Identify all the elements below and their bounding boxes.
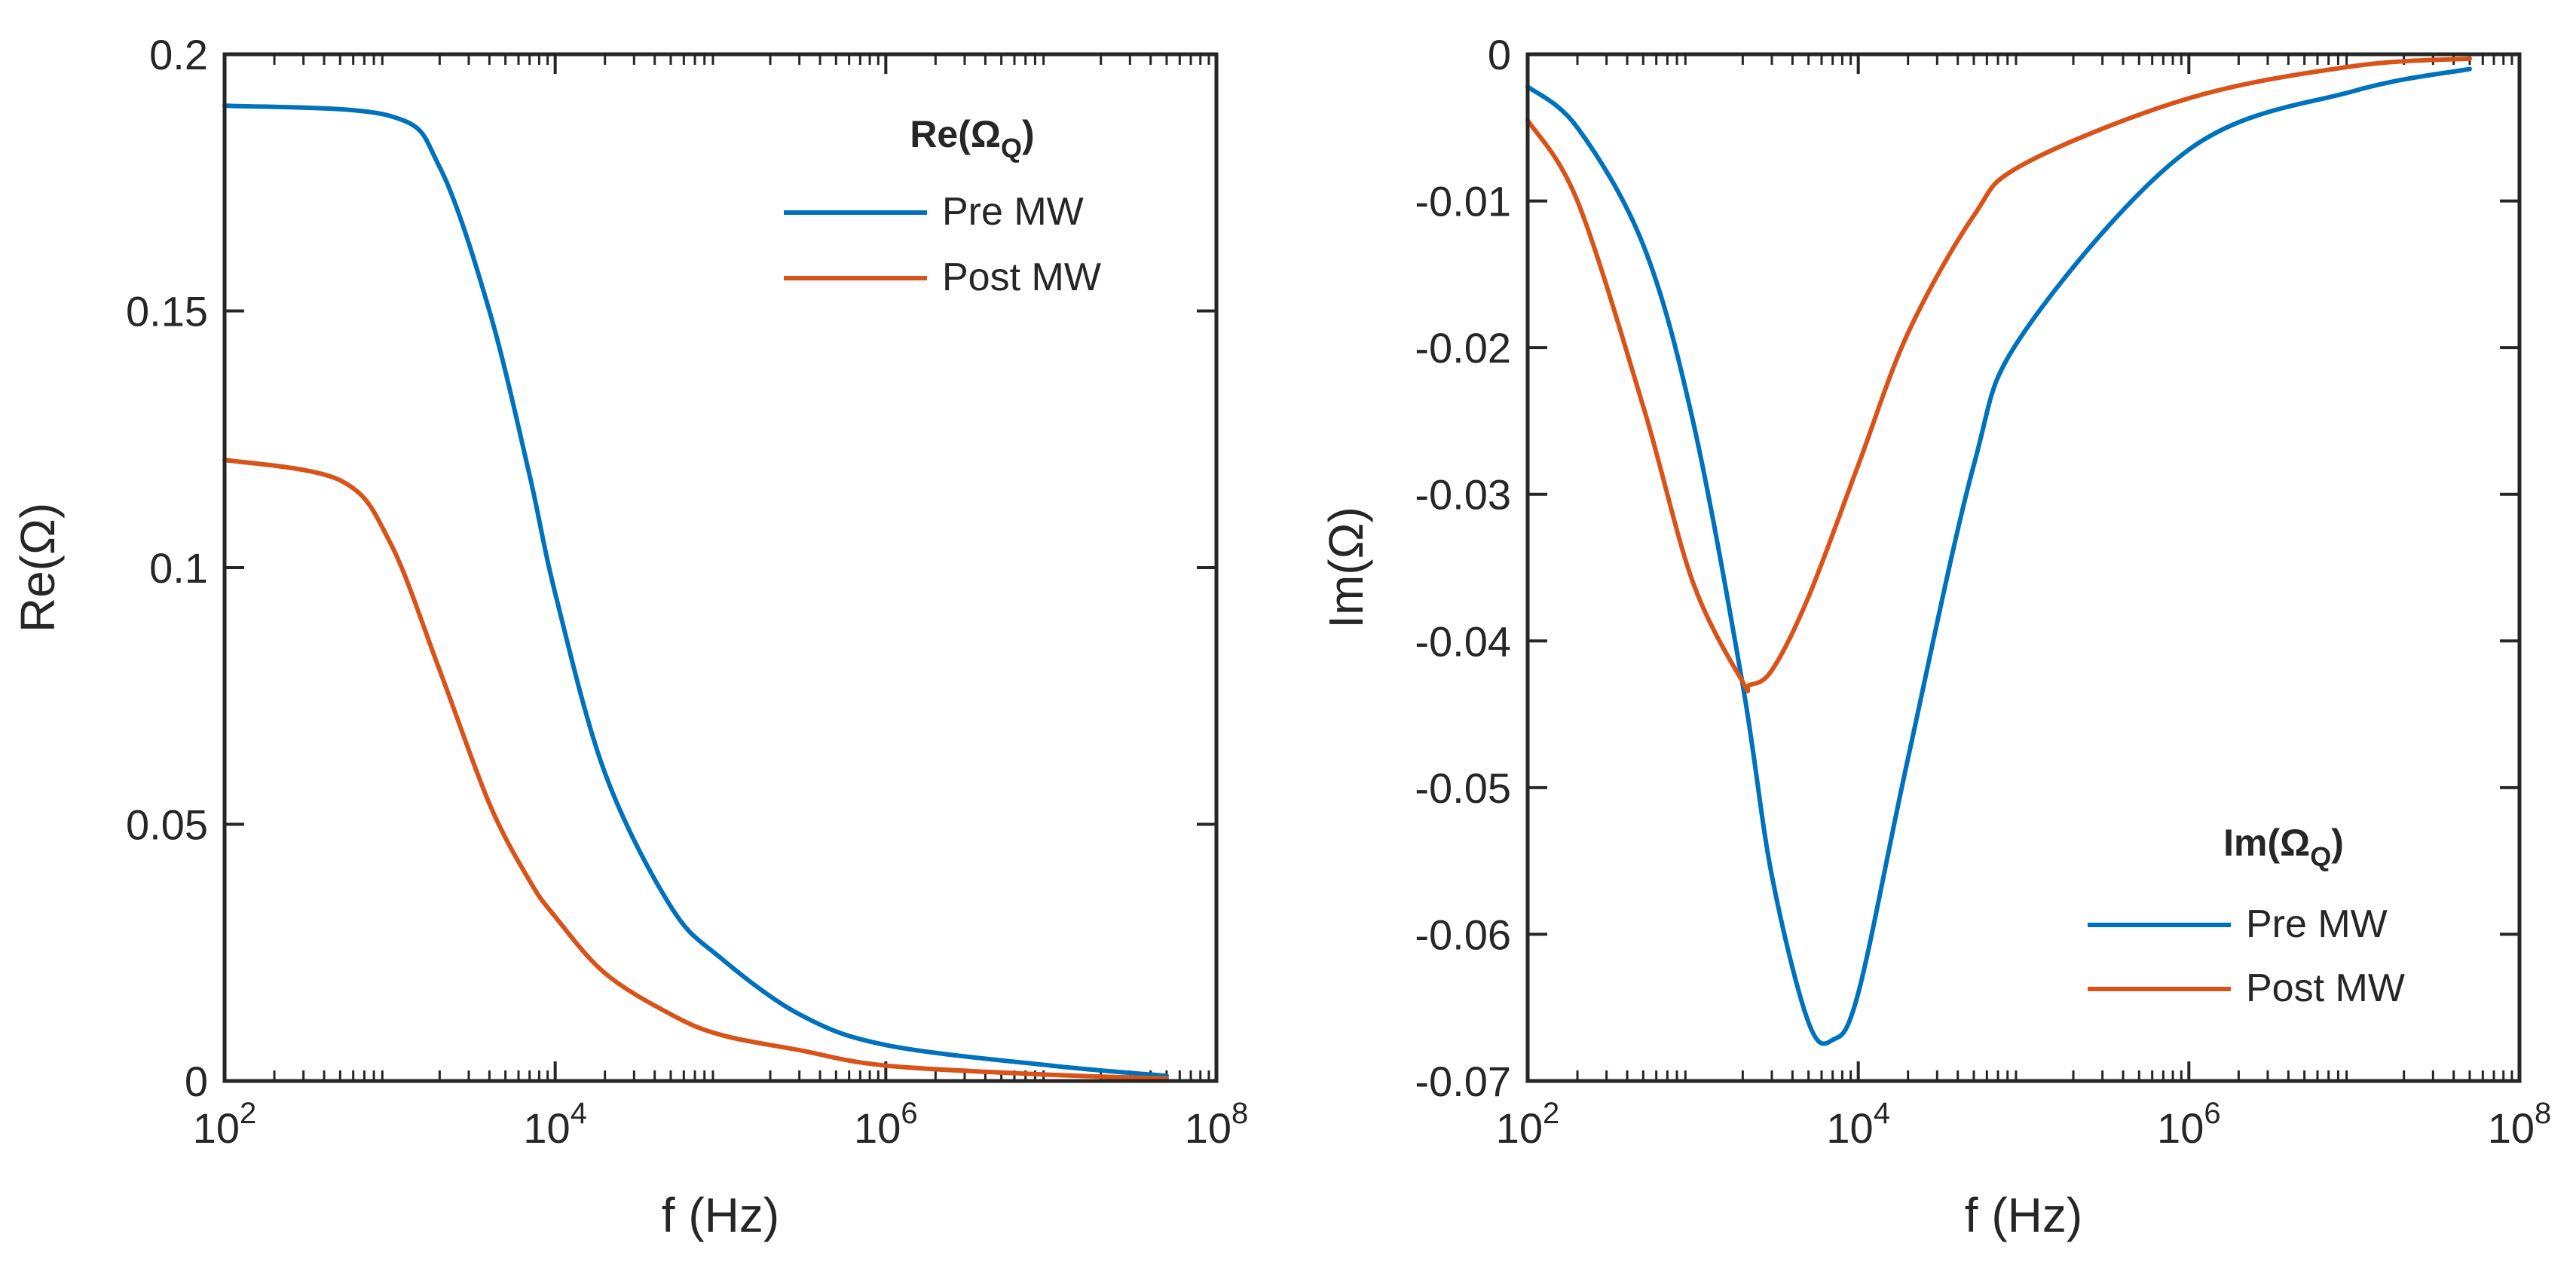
im-chart-xtick-label-base: 10	[2157, 1104, 2204, 1152]
im-chart-series-pre-mw	[1525, 66, 2472, 1046]
re-chart-xtick-label-exponent: 2	[240, 1097, 256, 1130]
re-chart-ytick-label-0p2: 0.2	[149, 31, 208, 78]
im-chart-xtick-label-exponent: 2	[1543, 1097, 1559, 1130]
re-chart-legend-entry-post: Post MW	[942, 256, 1101, 299]
re-chart-xtick-label-base: 10	[854, 1104, 901, 1152]
re-chart-ytick-label-0p15: 0.15	[126, 288, 208, 335]
im-chart-xtick-label-base: 10	[1496, 1104, 1543, 1152]
im-chart-xtick-labels: 102 104 106 108	[1496, 1097, 2552, 1152]
re-chart-ytick-label-0p1: 0.1	[149, 544, 208, 592]
im-chart-legend-entry-pre: Pre MW	[2246, 902, 2388, 946]
re-chart-xtick-label-exponent: 8	[1231, 1097, 1248, 1130]
re-chart-xtick-label-base: 10	[193, 1104, 240, 1152]
im-chart-ytick-labels: -0.07 -0.06 -0.05 -0.04 -0.03 -0.02 -0.01 0	[1415, 31, 1511, 1105]
re-chart-legend-title-subscript: Q	[1001, 133, 1022, 164]
im-chart-series-post-mw	[1525, 56, 2472, 694]
re-chart-legend-title: Re(ΩQ)	[910, 113, 1034, 164]
re-chart-panel: 00.050.10.150.2 102 104 106 108 f (Hz) Re(Ω…	[11, 31, 1248, 1242]
re-chart-series	[222, 103, 1169, 1081]
im-chart-xtick-label-base: 10	[1826, 1104, 1873, 1152]
im-chart-frame	[1525, 52, 2522, 1083]
re-chart-xtick-label-10000: 104	[523, 1097, 587, 1152]
re-chart-ytick-label-0: 0	[185, 1058, 208, 1105]
re-chart-ylabel: Re(Ω)	[11, 503, 65, 632]
im-chart-ytick-label-neg0p06: -0.06	[1415, 911, 1511, 958]
re-chart-series-post-mw	[222, 458, 1169, 1081]
re-chart-legend-entry-pre: Pre MW	[942, 190, 1084, 234]
im-chart-xtick-label-exponent: 4	[1874, 1097, 1890, 1130]
re-chart-xtick-label-base: 10	[1185, 1104, 1231, 1152]
im-chart-xtick-label-100: 102	[1496, 1097, 1560, 1152]
re-chart-legend-title-close: )	[1022, 113, 1035, 155]
im-chart-ytick-label-neg0p01: -0.01	[1415, 178, 1511, 225]
re-chart-xtick-label-exponent: 6	[901, 1097, 917, 1130]
im-chart-legend-title: Im(ΩQ)	[2223, 822, 2344, 872]
re-chart-series-pre-mw	[222, 103, 1169, 1079]
re-chart-xtick-label-exponent: 4	[571, 1097, 587, 1130]
im-chart-xtick-label-base: 10	[2488, 1104, 2535, 1152]
re-chart-frame	[222, 52, 1219, 1083]
re-chart-xtick-label-100: 102	[193, 1097, 257, 1152]
im-chart-legend-title-close: )	[2331, 822, 2344, 864]
re-chart-xtick-label-base: 10	[523, 1104, 570, 1152]
re-chart-xtick-labels: 102 104 106 108	[193, 1097, 1249, 1152]
im-chart-ytick-label-neg0p04: -0.04	[1415, 617, 1511, 665]
re-chart-xtick-label-100000000: 108	[1185, 1097, 1249, 1152]
im-chart-panel: -0.07-0.06-0.05-0.04-0.03-0.02-0.010 102…	[1319, 31, 2551, 1242]
im-chart-xtick-label-1000000: 106	[2157, 1097, 2221, 1152]
im-chart-ytick-label-neg0p02: -0.02	[1415, 324, 1511, 372]
re-chart-xlabel: f (Hz)	[662, 1188, 779, 1242]
im-chart-ytick-label-0: 0	[1488, 31, 1511, 78]
im-chart-series	[1525, 56, 2472, 1046]
im-chart-xtick-label-10000: 104	[1826, 1097, 1890, 1152]
im-chart-legend-title-main: Im(Ω	[2223, 822, 2310, 864]
im-chart-ytick-label-neg0p05: -0.05	[1415, 764, 1511, 812]
im-chart-xlabel: f (Hz)	[1965, 1188, 2082, 1242]
re-chart-legend: Re(ΩQ) Pre MW Post MW	[784, 113, 1101, 299]
im-chart-legend-title-subscript: Q	[2310, 841, 2331, 872]
re-chart-ytick-label-0p05: 0.05	[126, 801, 208, 849]
im-chart-xtick-label-exponent: 6	[2204, 1097, 2220, 1130]
im-chart-legend: Im(ΩQ) Pre MW Post MW	[2088, 822, 2405, 1010]
re-chart-legend-title-main: Re(Ω	[910, 113, 1001, 155]
im-chart-ytick-label-neg0p07: -0.07	[1415, 1058, 1511, 1105]
im-chart-ytick-label-neg0p03: -0.03	[1415, 471, 1511, 519]
re-chart-ytick-labels: 0 0.05 0.1 0.15 0.2	[126, 31, 208, 1105]
re-chart-xtick-label-1000000: 106	[854, 1097, 918, 1152]
im-chart-legend-entry-post: Post MW	[2246, 966, 2405, 1010]
im-chart-xtick-label-exponent: 8	[2535, 1097, 2551, 1130]
im-chart-xtick-label-100000000: 108	[2488, 1097, 2552, 1152]
im-chart-ylabel: Im(Ω)	[1319, 507, 1373, 629]
